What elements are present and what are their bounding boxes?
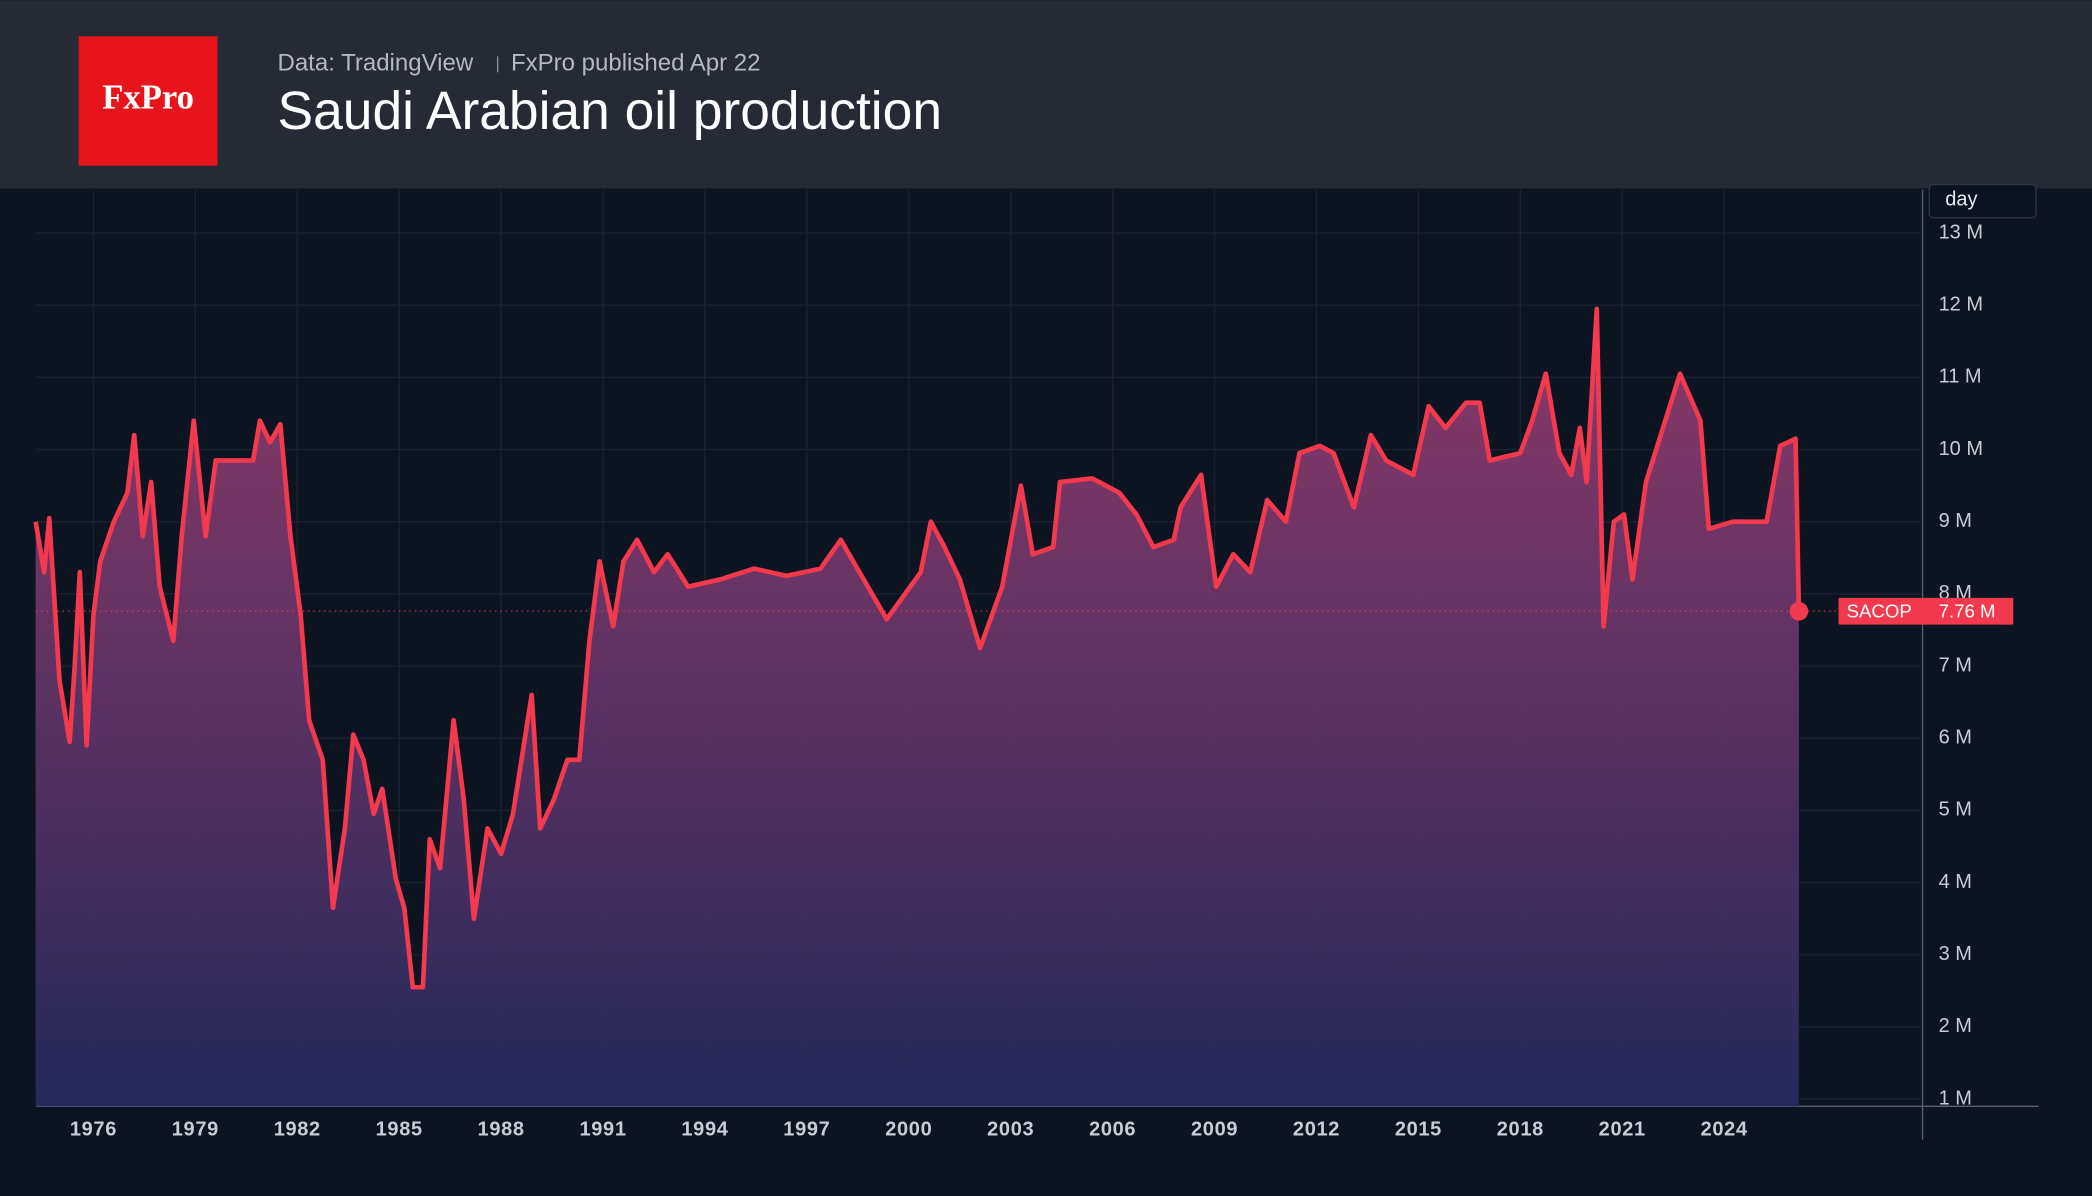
x-tick-label: 1997 [783, 1119, 830, 1141]
x-tick-label: 2021 [1599, 1119, 1646, 1141]
logo-text: FxPro [102, 77, 194, 116]
x-tick-label: 2018 [1497, 1119, 1544, 1141]
y-tick-label: 13 M [1939, 221, 1983, 243]
chart-title: Saudi Arabian oil production [278, 82, 942, 141]
last-value-label: 7.76 M [1939, 600, 1996, 621]
series-name: SACOP [1847, 600, 1912, 621]
y-tick-label: 4 M [1939, 871, 1972, 893]
logo [78, 36, 218, 166]
header [0, 0, 2092, 189]
x-tick-label: 2009 [1191, 1119, 1238, 1141]
x-tick-label: 1979 [172, 1119, 219, 1141]
unit-box [1928, 183, 2037, 219]
y-tick-label: 7 M [1939, 654, 1972, 676]
x-tick-label: 2024 [1701, 1119, 1748, 1141]
x-tick-label: 2003 [987, 1119, 1034, 1141]
x-tick-label: 2006 [1089, 1119, 1136, 1141]
source: Data: TradingView [278, 50, 474, 77]
x-tick-label: 1994 [681, 1119, 728, 1141]
y-tick-label: 9 M [1939, 510, 1972, 532]
y-tick-label: 6 M [1939, 727, 1972, 749]
x-tick-label: 1976 [70, 1119, 117, 1141]
x-tick-label: 2015 [1395, 1119, 1442, 1141]
y-axis-label: day [1945, 189, 1977, 211]
plot: 1 M2 M3 M4 M5 M6 M7 M8 M9 M10 M11 M12 M1… [33, 189, 2039, 1141]
last-point [1789, 601, 1809, 621]
x-tick-label: 2012 [1293, 1119, 1340, 1141]
y-tick-label: 10 M [1939, 438, 1983, 460]
x-tick-label: 1988 [478, 1119, 525, 1141]
y-tick-label: 3 M [1939, 943, 1972, 965]
y-tick-label: 1 M [1939, 1087, 1972, 1109]
published: FxPro published Apr 22 [511, 50, 760, 77]
y-tick-label: 5 M [1939, 799, 1972, 821]
y-tick-label: 2 M [1939, 1015, 1972, 1037]
x-tick-label: 2000 [885, 1119, 932, 1141]
y-tick-label: 11 M [1939, 366, 1982, 388]
y-tick-label: 12 M [1939, 293, 1983, 315]
x-tick-label: 1985 [376, 1119, 423, 1141]
x-tick-label: 1991 [579, 1119, 626, 1141]
line [33, 306, 1802, 990]
x-tick-label: 1982 [274, 1119, 321, 1141]
last-value-tag [1838, 597, 2014, 625]
